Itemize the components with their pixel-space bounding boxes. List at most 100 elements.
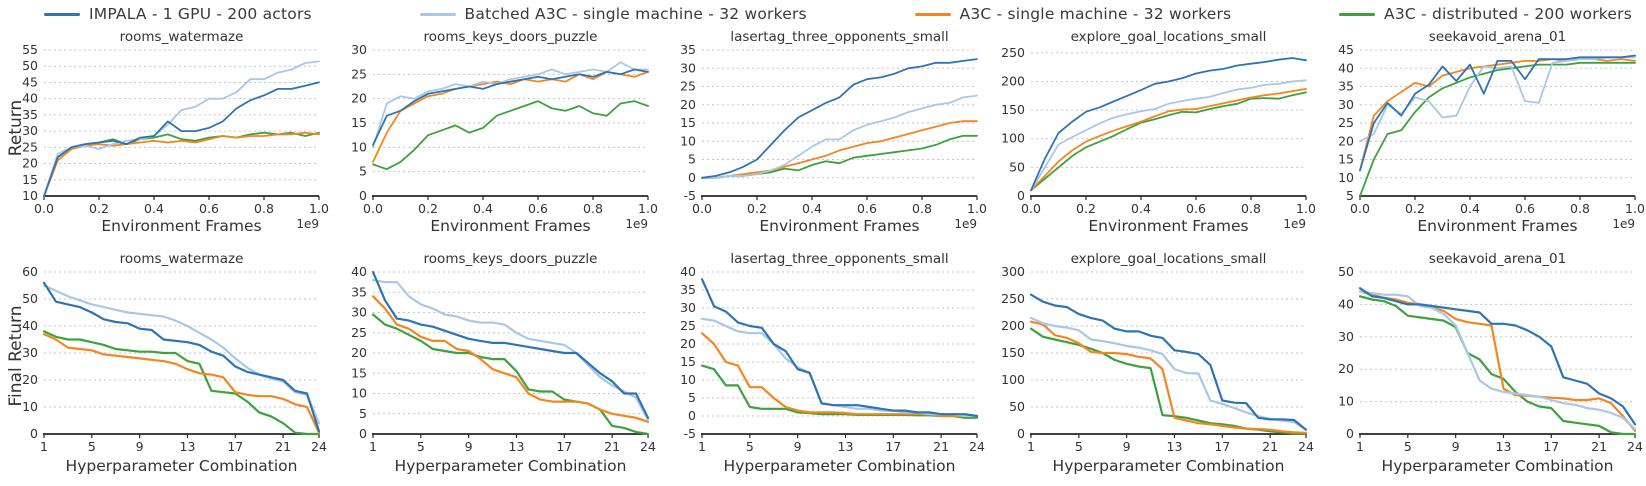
- x-tick-label: 0.4: [473, 201, 493, 216]
- y-tick-label: 30: [22, 345, 38, 360]
- x-tick-label: 24: [640, 439, 656, 454]
- y-tick-label: 100: [1001, 372, 1025, 387]
- y-tick-label: 40: [22, 318, 38, 333]
- chart-row-return-vs-frames: Return rooms_watermaze 10 15 20 25 30 35 40 45 50…: [0, 26, 1646, 248]
- x-tick-label: 21: [1262, 439, 1278, 454]
- y-tick-label: 25: [680, 318, 696, 333]
- y-tick-label: 300: [1001, 264, 1025, 279]
- series-line-batched_a3c: [371, 278, 650, 421]
- y-tick-label: 35: [1338, 79, 1354, 94]
- y-tick-label: 150: [1001, 102, 1025, 117]
- x-tick-label: 0.6: [528, 201, 548, 216]
- chart-svg-top-explore_goal_locations_small: explore_goal_locations_small 0 50 100 150 200…: [1001, 29, 1316, 235]
- y-tick-label: 20: [680, 336, 696, 351]
- y-tick-label: 50: [22, 291, 38, 306]
- y-tick-label: 5: [688, 390, 696, 405]
- y-tick-label: 5: [359, 164, 367, 179]
- x-tick-label: 24: [1298, 439, 1314, 454]
- y-tick-label: 40: [351, 264, 367, 279]
- y-tick-label: 200: [1001, 318, 1025, 333]
- y-tick-label: 200: [1001, 73, 1025, 88]
- x-tick-label: 17: [885, 439, 901, 454]
- x-tick-label: 0.4: [144, 201, 164, 216]
- series-line-impala: [43, 81, 320, 197]
- x-tick-label: 21: [604, 439, 620, 454]
- x-tick-label: 24: [1627, 439, 1643, 454]
- x-axis-label: Hyperparameter Combination: [1053, 457, 1285, 475]
- chart-top-explore_goal_locations_small: explore_goal_locations_small 0 50 100 150 200…: [987, 26, 1316, 248]
- bottom-charts-container: rooms_watermaze 0 10 20 30 40 50 60 1 5 9 13 17 21 24 H…: [0, 248, 1645, 486]
- legend-label: IMPALA - 1 GPU - 200 actors: [89, 5, 312, 23]
- x-tick-label: 21: [275, 439, 291, 454]
- x-tick-label: 0.0: [363, 201, 383, 216]
- series-line-batched_a3c: [42, 284, 321, 425]
- y-tick-label: 25: [351, 66, 367, 81]
- y-tick-label: 5: [1346, 188, 1354, 203]
- x-tick-label: 0.2: [747, 201, 767, 216]
- x-tick-label: 13: [838, 439, 854, 454]
- y-tick-label: 10: [22, 399, 38, 414]
- legend-line-swatch-a3c_single: [914, 12, 951, 16]
- series-line-batched_a3c: [1358, 290, 1637, 431]
- x-tick-label: 0.8: [1570, 201, 1590, 216]
- chart-svg-bottom-rooms_keys_doors_puzzle: rooms_keys_doors_puzzle05101520253035401…: [351, 251, 656, 475]
- chart-bottom-seekavoid_arena_01: seekavoid_arena_01 0 10 20 30 40 50 1 5 9 13 17 21 24…: [1316, 248, 1645, 486]
- x-tick-label: 1.0: [638, 201, 658, 216]
- series-line-a3c_distributed: [1359, 61, 1636, 197]
- x-tick-label: 21: [933, 439, 949, 454]
- legend-item-a3c_distributed: A3C - distributed - 200 workers: [1339, 5, 1632, 23]
- y-tick-label: 50: [1338, 264, 1354, 279]
- chart-title: seekavoid_arena_01: [1429, 251, 1566, 267]
- chart-title: lasertag_three_opponents_small: [730, 29, 948, 45]
- y-tick-label: 50: [1009, 399, 1025, 414]
- x-tick-label: 9: [1452, 439, 1460, 454]
- y-tick-label: 0: [688, 170, 696, 185]
- chart-title: rooms_watermaze: [120, 29, 244, 45]
- x-tick-label: 0.0: [1021, 201, 1041, 216]
- series-line-batched_a3c: [701, 94, 978, 179]
- x-axis-label: Environment Frames: [430, 217, 590, 235]
- chart-title: explore_goal_locations_small: [1071, 29, 1267, 45]
- x-tick-label: 0.4: [1460, 201, 1480, 216]
- x-tick-label: 5: [1404, 439, 1412, 454]
- y-tick-label: 15: [680, 115, 696, 130]
- y-tick-label: 20: [22, 372, 38, 387]
- y-tick-label: 20: [680, 97, 696, 112]
- x-tick-label: 21: [1591, 439, 1607, 454]
- legend-item-a3c_single: A3C - single machine - 32 workers: [914, 5, 1232, 23]
- series-line-a3c_distributed: [372, 100, 649, 171]
- series-line-a3c_single: [1358, 290, 1637, 432]
- y-tick-label: 15: [1338, 152, 1354, 167]
- x-tick-label: 0.8: [1241, 201, 1261, 216]
- y-tick-label: 150: [1001, 345, 1025, 360]
- chart-bottom-rooms_watermaze: rooms_watermaze 0 10 20 30 40 50 60 1 5 9 13 17 21 24 H…: [0, 248, 329, 486]
- series-line-a3c_distributed: [371, 313, 650, 436]
- series-line-a3c_single: [42, 332, 321, 434]
- series-line-impala: [372, 68, 649, 146]
- x-tick-label: 5: [746, 439, 754, 454]
- series-line-impala: [1358, 287, 1637, 426]
- legend-label: Batched A3C - single machine - 32 worker…: [464, 5, 807, 23]
- x-tick-label: 9: [465, 439, 473, 454]
- y-tick-label: 55: [22, 42, 38, 57]
- y-tick-label: 25: [1338, 115, 1354, 130]
- x-tick-label: 17: [1214, 439, 1230, 454]
- y-tick-label: 35: [351, 284, 367, 299]
- y-tick-label: 50: [1009, 159, 1025, 174]
- y-tick-label: 100: [1001, 131, 1025, 146]
- chart-row-final-return-vs-hyperparams: Final Return rooms_watermaze 0 10 20 30 40 50 6…: [0, 248, 1646, 486]
- y-tick-label: 35: [680, 42, 696, 57]
- y-tick-label: 50: [22, 58, 38, 73]
- y-tick-label: 35: [22, 107, 38, 122]
- y-tick-label: 0: [1017, 188, 1025, 203]
- y-tick-label: 0: [688, 408, 696, 423]
- series-line-batched_a3c: [43, 60, 320, 197]
- legend-label: A3C - distributed - 200 workers: [1384, 5, 1632, 23]
- y-tick-label: 30: [22, 123, 38, 138]
- chart-top-rooms_watermaze: rooms_watermaze 10 15 20 25 30 35 40 45 50 55 0.0 0.…: [0, 26, 329, 248]
- series-line-a3c_single: [1030, 88, 1307, 192]
- y-tick-label: 15: [680, 354, 696, 369]
- y-tick-label: 0: [1017, 426, 1025, 441]
- x-axis-offset-label: 1e9: [1283, 217, 1306, 231]
